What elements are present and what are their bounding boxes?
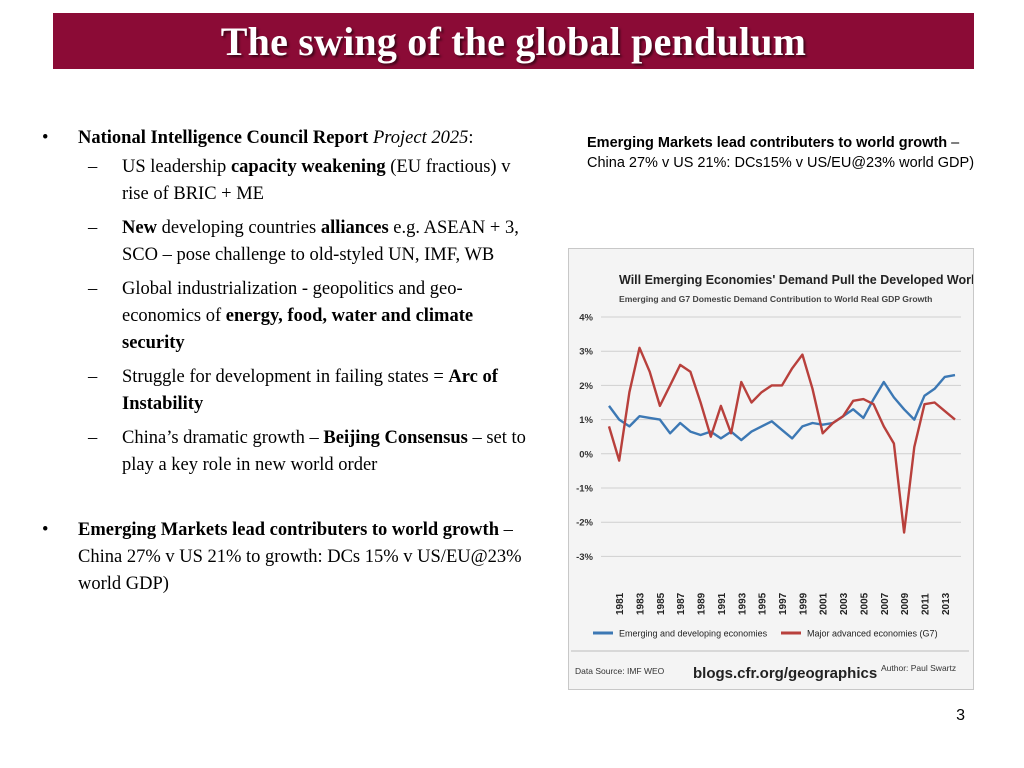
bullet-bold-text: Emerging Markets lead contributers to wo… [78,520,499,540]
sub-bullet-text: Global industrialization - geopolitics a… [122,279,463,326]
x-tick-label: 2003 [839,592,850,615]
title-banner: The swing of the global pendulum [53,13,974,69]
sub-bullet-text: US leadership [122,157,231,177]
sub-bullet-list: – US leadership capacity weakening (EU fr… [78,154,528,479]
sub-bullet-marker: – [88,279,98,299]
sub-bullet-bold-text: Arc of Instability [122,367,498,414]
chart-caption: Emerging Markets lead contributers to wo… [587,134,982,173]
x-tick-label: 1985 [656,592,667,615]
x-tick-label: 2001 [819,592,830,615]
sub-bullet-marker: – [88,428,98,448]
sub-bullet-text: e.g. ASEAN + 3, SCO – pose challenge to … [122,218,519,265]
x-tick-label: 1983 [636,592,647,615]
bullet-marker: • [42,520,49,540]
caption-tail-text: – China 27% v US 21%: DCs15% v US/EU@23%… [587,135,975,171]
x-axis-ticks: 1981 1983 1985 1987 1989 1991 1993 1995 1997 1999… [615,592,952,615]
sub-bullet-marker: – [88,367,98,387]
bullet-italic-text: Project 2025 [372,128,469,148]
sub-bullet-marker: – [88,157,98,177]
x-tick-label: 2013 [941,592,952,615]
legend-label: Major advanced economies (G7) [807,629,938,639]
x-tick-label: 1991 [717,592,728,615]
y-tick-label: -3% [576,552,593,563]
sub-bullet-item: – US leadership capacity weakening (EU fr… [78,154,528,208]
bullet-tail-text: : [468,128,474,148]
slide-title: The swing of the global pendulum [220,18,807,64]
sub-bullet-bold-text: New [122,218,157,238]
sub-bullet-bold-text: Beijing Consensus [323,428,468,448]
sub-bullet-item: – China’s dramatic growth – Beijing Conse… [78,425,528,479]
y-tick-label: 1% [579,415,593,426]
sub-bullet-bold-text: alliances [320,218,389,238]
y-tick-label: -2% [576,518,593,529]
x-tick-label: 2005 [859,592,870,615]
bullet-marker: • [42,128,49,148]
sub-bullet-text: developing countries [156,218,321,238]
sub-bullet-text: Struggle for development in failing stat… [122,367,449,387]
y-tick-label: 3% [579,347,593,358]
series-line [607,346,956,534]
legend-label: Emerging and developing economies [619,629,768,639]
caption-bold-text: Emerging Markets lead contributers to wo… [587,135,948,151]
y-tick-label: 2% [579,381,593,392]
x-tick-label: 2009 [900,592,911,615]
chart-source-url: blogs.cfr.org/geographics [693,665,877,682]
x-tick-label: 1997 [778,592,789,615]
x-tick-label: 1987 [676,592,687,615]
x-tick-label: 1993 [737,592,748,615]
chart-author: Author: Paul Swartz [881,663,956,673]
sub-bullet-item: – New developing countries alliances e.g.… [78,215,528,269]
chart-series [607,346,956,534]
x-tick-label: 1981 [615,592,626,615]
x-tick-label: 1999 [798,592,809,615]
sub-bullet-text: – set to play a key role in new world or… [122,428,526,475]
bullet-emerging-markets: • Emerging Markets lead contributers to … [40,517,528,598]
chart-title: Will Emerging Economies' Demand Pull the… [619,273,973,287]
sub-bullet-marker: – [88,218,98,238]
sub-bullet-text: (EU fractious) v rise of BRIC + ME [122,157,511,204]
sub-bullet-item: – Struggle for development in failing sta… [78,364,528,418]
x-tick-label: 1989 [697,592,708,615]
sub-bullet-item: – Global industrialization - geopolitics … [78,276,528,357]
bullet-tail-text: – China 27% v US 21% to growth: DCs 15% … [78,520,522,594]
bullet-nic-report: • National Intelligence Council Report P… [40,125,528,479]
page-number: 3 [956,707,965,724]
chart-svg: Will Emerging Economies' Demand Pull the… [571,273,973,682]
chart-grid [601,316,961,557]
x-tick-label: 1995 [758,592,769,615]
chart-data-source: Data Source: IMF WEO [575,666,665,676]
x-tick-label: 2007 [880,592,891,615]
sub-bullet-bold-text: capacity weakening [230,157,386,177]
gdp-chart-image: Will Emerging Economies' Demand Pull the… [568,248,974,690]
bullet-bold-text: National Intelligence Council Report [78,128,369,148]
series-line [608,373,956,442]
x-tick-label: 2011 [920,593,931,615]
y-tick-label: 0% [579,449,593,460]
y-tick-label: -1% [576,484,593,495]
y-tick-label: 4% [579,313,593,324]
sub-bullet-text: China’s dramatic growth – [122,428,324,448]
chart-subtitle: Emerging and G7 Domestic Demand Contribu… [619,294,932,304]
sub-bullet-bold-text: energy, food, water and climate security [122,306,474,353]
chart-legend: Emerging and developing economies Major a… [593,629,938,639]
y-axis-ticks: 4% 3% 2% 1% 0% -1% -2% -3% [576,313,593,563]
bullet-list: • National Intelligence Council Report P… [40,125,528,598]
